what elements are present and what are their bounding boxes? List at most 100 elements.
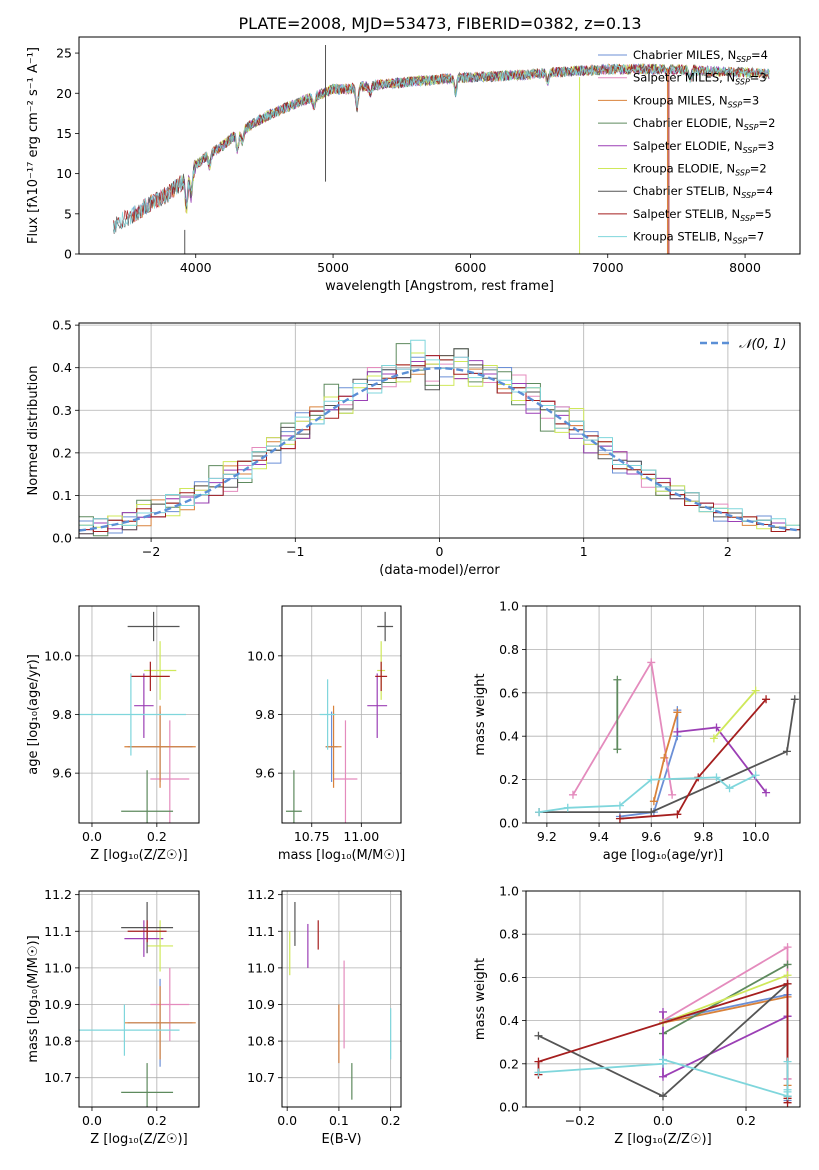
weight-marker (649, 797, 658, 806)
weight-vs-Z-panel: −0.2 0.0 0.2 0.0 0.2 0.4 0.6 0.8 1.0 Z [log₁₀(Z/Z… (473, 884, 801, 1147)
mass-vs-EBV-panel: 0.0 0.1 0.2 10.7 10.8 10.9 11.0 11.1 11.2 E(B-V) (247, 887, 402, 1147)
y-tick-label: 11.2 (44, 887, 72, 902)
y-tick-label: 0.4 (52, 360, 72, 375)
residuals-panel: −2 −1 0 1 2 0.0 0.1 0.2 0.3 0.4 0.5 (data-model)/er… (26, 318, 801, 578)
y-tick-label: 25 (56, 46, 72, 61)
axes-frame (281, 605, 402, 824)
y-tick-label: 11.2 (247, 887, 275, 902)
errorbar (375, 661, 388, 692)
weight-marker (535, 808, 544, 817)
x-tick-label: 2 (724, 544, 732, 559)
x-tick-label: 0.2 (736, 1113, 756, 1128)
weight-marker (712, 723, 721, 732)
y-tick-label: 11.1 (44, 924, 72, 939)
errorbar (319, 679, 336, 750)
x-tick-label: 0.1 (329, 1113, 349, 1128)
x-axis-label: mass [log₁₀(M/M☉)] (278, 848, 405, 863)
weight-marker (783, 971, 792, 980)
errorbar (124, 920, 164, 957)
normal-curve (79, 366, 800, 532)
errorbar (147, 920, 174, 972)
weight-marker (783, 943, 792, 952)
weight-marker (783, 1057, 792, 1066)
x-tick-label: 0.2 (147, 1113, 167, 1128)
errorbar (333, 720, 358, 823)
weight-marker (751, 771, 760, 780)
y-tick-label: 10.8 (44, 1034, 72, 1049)
y-tick-label: 0 (64, 247, 72, 262)
weight-marker (659, 1072, 667, 1081)
y-tick-label: 10.7 (247, 1070, 275, 1085)
x-tick-label: 4000 (180, 260, 212, 275)
weight-line (662, 945, 789, 1079)
mass-vs-Z-panel: 0.0 0.2 10.7 10.8 10.9 11.0 11.1 11.2 Z [log₁₀(Z… (26, 887, 200, 1147)
y-tick-label: 0.0 (499, 816, 519, 831)
weight-marker (647, 808, 656, 817)
x-tick-label: −0.2 (565, 1113, 595, 1128)
y-axis-label: mass [log₁₀(M/M☉)] (26, 935, 41, 1062)
weight-marker (615, 801, 624, 810)
spectrum-line (112, 63, 770, 233)
y-axis-label: mass weight (473, 673, 488, 755)
axes-frame (78, 890, 200, 1108)
y-tick-label: 10 (56, 166, 72, 181)
y-tick-label: 0.6 (499, 970, 519, 985)
weight-marker (534, 1031, 543, 1040)
x-axis-label: age [log₁₀(age/yr)] (603, 848, 724, 863)
axes-frame (78, 605, 200, 824)
weight-line (572, 659, 673, 796)
spectrum-line (132, 63, 663, 222)
weight-marker (659, 1092, 667, 1101)
y-tick-label: 20 (56, 86, 72, 101)
weight-marker (615, 814, 624, 823)
axes-frame (525, 605, 801, 824)
y-tick-label: 10.8 (247, 1034, 275, 1049)
x-tick-label: 10.75 (294, 829, 330, 844)
spectrum-line (132, 63, 663, 223)
errorbar (121, 770, 174, 823)
y-tick-label: 0.2 (499, 1056, 519, 1071)
weight-marker (783, 1085, 792, 1094)
weight-marker (647, 658, 656, 667)
weight-marker (709, 734, 718, 743)
legend-label: Salpeter MILES, NSSP=3 (633, 71, 767, 87)
y-tick-label: 0.4 (499, 1013, 519, 1028)
weight-line (539, 699, 796, 813)
errorbar (121, 1063, 174, 1107)
weight-lines (535, 658, 799, 823)
figure-title: PLATE=2008, MJD=53473, FIBERID=0382, z=0… (238, 14, 641, 33)
weight-marker (659, 1055, 667, 1064)
spectrum-legend: Chabrier MILES, NSSP=4 Salpeter MILES, NS… (598, 48, 775, 246)
legend-label: Chabrier MILES, NSSP=4 (633, 48, 768, 64)
weight-marker (673, 727, 682, 736)
weight-line (619, 698, 767, 820)
legend-label: 𝒩(0, 1) (739, 337, 786, 352)
y-tick-label: 10.0 (247, 648, 275, 663)
weight-marker (673, 810, 682, 819)
errorbar (127, 920, 167, 943)
y-tick-label: 11.1 (247, 924, 275, 939)
errorbar (79, 1004, 180, 1056)
weight-marker (534, 1057, 543, 1066)
y-tick-label: 10.9 (247, 997, 275, 1012)
errorbar (143, 641, 177, 700)
y-tick-label: 0.1 (52, 488, 72, 503)
legend-label: Kroupa ELODIE, NSSP=2 (633, 162, 767, 178)
histogram-step (79, 339, 800, 526)
errorbar (150, 720, 190, 823)
x-axis-label: E(B-V) (321, 1132, 361, 1147)
panels: 4000 5000 6000 7000 80000510152025wavelength… (26, 36, 801, 1147)
errorbar (367, 673, 388, 738)
x-tick-label: 11.00 (343, 829, 379, 844)
errorbar (124, 986, 196, 1060)
x-tick-label: 0.0 (82, 829, 102, 844)
y-tick-label: 0.3 (52, 403, 72, 418)
x-axis-label: (data-model)/error (379, 563, 500, 578)
weight-marker (659, 1007, 667, 1016)
weight-marker (613, 675, 622, 684)
x-tick-label: 0.2 (381, 1113, 401, 1128)
x-tick-label: 8000 (729, 260, 761, 275)
legend-label: Kroupa STELIB, NSSP=7 (633, 230, 764, 246)
y-tick-label: 0.4 (499, 729, 519, 744)
